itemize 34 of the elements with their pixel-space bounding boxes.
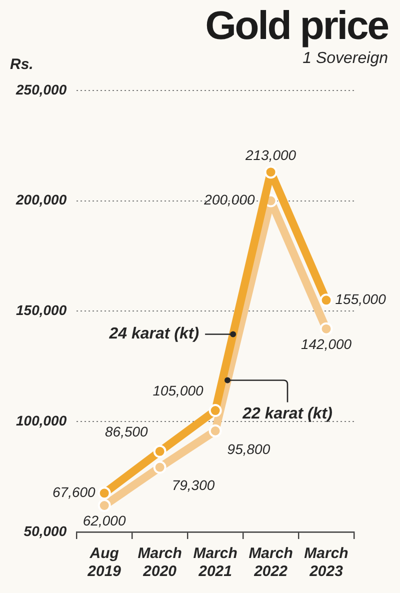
- data-label: 213,000: [244, 146, 296, 163]
- y-tick-label: 200,000: [14, 192, 67, 208]
- chart-title: Gold price: [205, 4, 388, 48]
- point: [98, 486, 111, 500]
- data-label: 67,600: [52, 484, 96, 500]
- point: [320, 322, 333, 336]
- data-label: 95,800: [227, 440, 270, 457]
- point: [98, 499, 111, 512]
- y-tick-label: 150,000: [16, 302, 67, 318]
- data-label: 155,000: [335, 291, 386, 308]
- point: [208, 424, 222, 438]
- y-tick-label: 50,000: [24, 522, 67, 539]
- y-tick-label: 250,000: [14, 81, 67, 98]
- series-label: 24 karat (kt): [108, 326, 200, 343]
- point: [264, 166, 278, 179]
- x-tick-label: March 2020: [138, 545, 182, 580]
- x-tick-label: March 2023: [304, 545, 348, 580]
- point: [320, 294, 333, 307]
- point: [153, 460, 166, 474]
- y-axis-title: Rs.: [10, 56, 34, 73]
- x-tick-label: March 2022: [248, 545, 293, 580]
- point: [153, 444, 166, 458]
- x-tick-label: March 2021: [193, 545, 238, 580]
- series-label: 22 karat (kt): [242, 406, 332, 423]
- data-label: 200,000: [203, 192, 255, 208]
- data-label: 86,500: [105, 423, 148, 440]
- x-tick-label: Aug 2019: [86, 545, 122, 580]
- data-label: 142,000: [300, 336, 352, 352]
- y-tick-label: 100,000: [16, 412, 67, 428]
- data-label: 79,300: [172, 477, 215, 494]
- point: [208, 404, 222, 418]
- data-label: 62,000: [82, 512, 126, 528]
- chart-subtitle: 1 Sovereign: [302, 50, 388, 68]
- data-label: 105,000: [152, 382, 204, 398]
